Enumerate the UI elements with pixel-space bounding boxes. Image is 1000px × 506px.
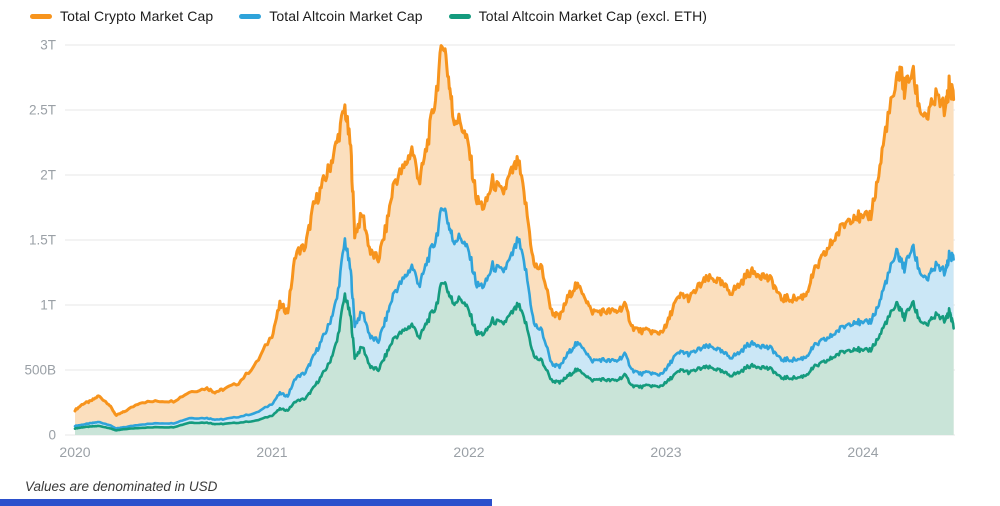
series-line-total-altcoin	[73, 207, 955, 430]
x-axis-tick-label: 2020	[59, 444, 90, 460]
y-axis-tick-label: 1.5T	[29, 233, 56, 248]
legend-swatch-icon	[30, 13, 52, 19]
series-line-total-crypto	[73, 44, 956, 417]
legend-swatch-icon	[448, 13, 471, 19]
chart-container: 0 500B 1T 1.5T 2T 2.5T 3T 2020 2021 2022 2023 2024	[24, 38, 956, 460]
y-axis-tick-label: 0	[48, 428, 56, 443]
x-axis-tick-label: 2023	[650, 444, 681, 460]
y-axis-tick-label: 2.5T	[29, 103, 56, 118]
y-axis-tick-label: 500B	[24, 363, 56, 378]
legend-item-total-altcoin-excl-eth[interactable]: Total Altcoin Market Cap (excl. ETH)	[448, 8, 708, 24]
legend-label: Total Altcoin Market Cap (excl. ETH)	[478, 8, 708, 24]
legend-label: Total Crypto Market Cap	[60, 8, 214, 24]
series-area-total-crypto	[75, 45, 954, 435]
y-axis-tick-label: 2T	[40, 168, 56, 183]
legend-item-total-altcoin[interactable]: Total Altcoin Market Cap	[239, 8, 423, 24]
market-cap-chart: 0 500B 1T 1.5T 2T 2.5T 3T 2020 2021 2022 2023 2024	[24, 38, 956, 460]
legend-swatch-icon	[239, 13, 262, 19]
series-line-total-altcoin-excl-eth	[73, 281, 955, 432]
x-axis-tick-label: 2024	[847, 444, 878, 460]
footnote: Values are denominated in USD	[25, 479, 218, 494]
legend-item-total-crypto[interactable]: Total Crypto Market Cap	[30, 8, 213, 24]
x-axis-tick-label: 2022	[453, 444, 484, 460]
chart-legend: Total Crypto Market Cap Total Altcoin Mar…	[30, 8, 707, 24]
bottom-partial-element	[0, 499, 492, 506]
y-axis-tick-label: 1T	[40, 298, 56, 313]
x-axis-tick-label: 2021	[256, 444, 287, 460]
legend-label: Total Altcoin Market Cap	[269, 8, 423, 24]
series-area-total-altcoin-excl-eth	[75, 282, 954, 435]
y-axis-tick-label: 3T	[40, 38, 56, 53]
